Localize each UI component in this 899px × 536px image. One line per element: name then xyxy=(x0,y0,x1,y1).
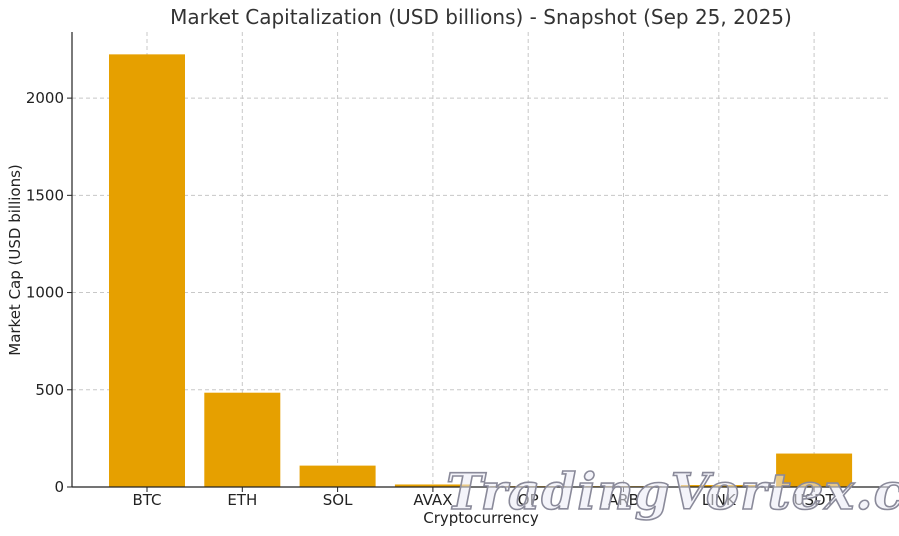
axes xyxy=(67,32,890,492)
bar-eth xyxy=(204,392,281,487)
bar-sol xyxy=(299,465,376,487)
y-axis-label: Market Cap (USD billions) xyxy=(6,164,24,356)
bars xyxy=(109,54,853,487)
watermark-logo: TradingVortex.com xyxy=(446,462,899,521)
bar-avax xyxy=(394,484,471,487)
bar-link xyxy=(680,485,757,487)
x-axis-label: Cryptocurrency xyxy=(423,509,539,527)
bar-btc xyxy=(109,54,185,487)
y-tick-label: 1000 xyxy=(26,284,64,302)
y-tick-label: 500 xyxy=(35,381,64,399)
x-tick-label-sol: SOL xyxy=(323,491,353,509)
x-tick-label-op: OP xyxy=(518,491,539,509)
y-tick-label: 2000 xyxy=(26,89,64,107)
y-tick-labels: 0 500 1000 1500 2000 xyxy=(26,89,64,496)
x-tick-label-usdt: USDT xyxy=(793,491,835,509)
x-tick-label-avax: AVAX xyxy=(413,491,452,509)
chart-title: Market Capitalization (USD billions) - S… xyxy=(170,5,792,29)
x-tick-labels: BTC ETH SOL AVAX OP ARB LINK USDT xyxy=(132,491,835,509)
y-tick-label: 1500 xyxy=(26,186,64,204)
bar-usdt xyxy=(776,453,853,487)
y-tick-label: 0 xyxy=(54,478,64,496)
x-tick-label-btc: BTC xyxy=(132,491,161,509)
grid-lines xyxy=(72,32,890,487)
x-tick-label-eth: ETH xyxy=(227,491,257,509)
x-tick-label-link: LINK xyxy=(702,491,737,509)
x-tick-label-arb: ARB xyxy=(608,491,639,509)
